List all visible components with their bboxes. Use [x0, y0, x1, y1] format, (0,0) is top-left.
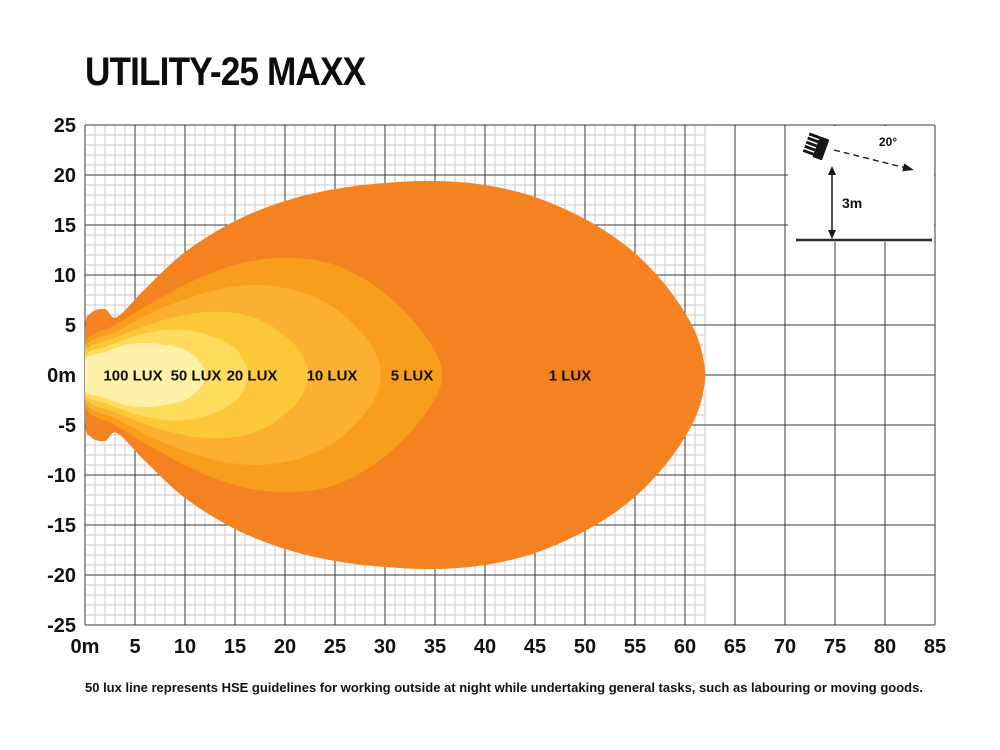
y-tick-label: -15 — [47, 515, 76, 537]
y-tick-label: 5 — [65, 315, 76, 337]
beam-angle-label: 20° — [879, 135, 897, 149]
x-tick-label: 40 — [474, 636, 496, 658]
x-tick-label: 5 — [129, 636, 140, 658]
contour-label-10-lux: 10 LUX — [307, 367, 358, 384]
mounting-inset: 3m 20° — [788, 126, 934, 242]
y-tick-label: -25 — [47, 615, 76, 637]
x-tick-label: 25 — [324, 636, 346, 658]
height-arrowhead-top — [828, 166, 836, 175]
x-tick-label: 30 — [374, 636, 396, 658]
contour-labels: 1 LUX 5 LUX 10 LUX 20 LUX 50 LUX 100 LUX — [103, 367, 591, 384]
page-title: UTILITY-25 MAXX — [85, 50, 366, 94]
x-tick-label: 50 — [574, 636, 596, 658]
x-tick-label: 0m — [71, 636, 100, 658]
height-arrowhead-bottom — [828, 230, 836, 239]
y-tick-label: 15 — [54, 215, 76, 237]
y-tick-label: -5 — [58, 415, 76, 437]
y-tick-label: 20 — [54, 165, 76, 187]
x-tick-label: 85 — [924, 636, 946, 658]
y-tick-label: -10 — [47, 465, 76, 487]
contour-label-50-lux: 50 LUX — [171, 367, 222, 384]
x-tick-label: 80 — [874, 636, 896, 658]
isolux-contours — [85, 180, 705, 570]
contour-label-5-lux: 5 LUX — [391, 367, 434, 384]
y-tick-label: 10 — [54, 265, 76, 287]
beam-angle-arrowhead — [902, 163, 914, 172]
mount-height-label: 3m — [842, 195, 862, 211]
y-tick-label: 0m — [47, 365, 76, 387]
contour-label-100-lux: 100 LUX — [103, 367, 162, 384]
axis-tick-labels: 0m 5 10 15 20 25 30 35 40 45 50 55 60 65 70 75 80 85 25 20 1… — [47, 115, 946, 658]
footer-note: 50 lux line represents HSE guidelines fo… — [85, 680, 923, 695]
x-tick-label: 55 — [624, 636, 646, 658]
x-tick-label: 65 — [724, 636, 746, 658]
contour-label-20-lux: 20 LUX — [227, 367, 278, 384]
contour-label-1-lux: 1 LUX — [549, 367, 592, 384]
y-tick-label: -20 — [47, 565, 76, 587]
beam-angle-line — [833, 149, 907, 169]
x-tick-label: 10 — [174, 636, 196, 658]
x-tick-label: 15 — [224, 636, 246, 658]
x-tick-label: 20 — [274, 636, 296, 658]
x-tick-label: 35 — [424, 636, 446, 658]
y-tick-label: 25 — [54, 115, 76, 137]
x-tick-label: 45 — [524, 636, 546, 658]
x-tick-label: 60 — [674, 636, 696, 658]
x-tick-label: 75 — [824, 636, 846, 658]
contour-100-lux — [85, 343, 206, 407]
x-tick-label: 70 — [774, 636, 796, 658]
lamp-icon — [802, 132, 830, 161]
